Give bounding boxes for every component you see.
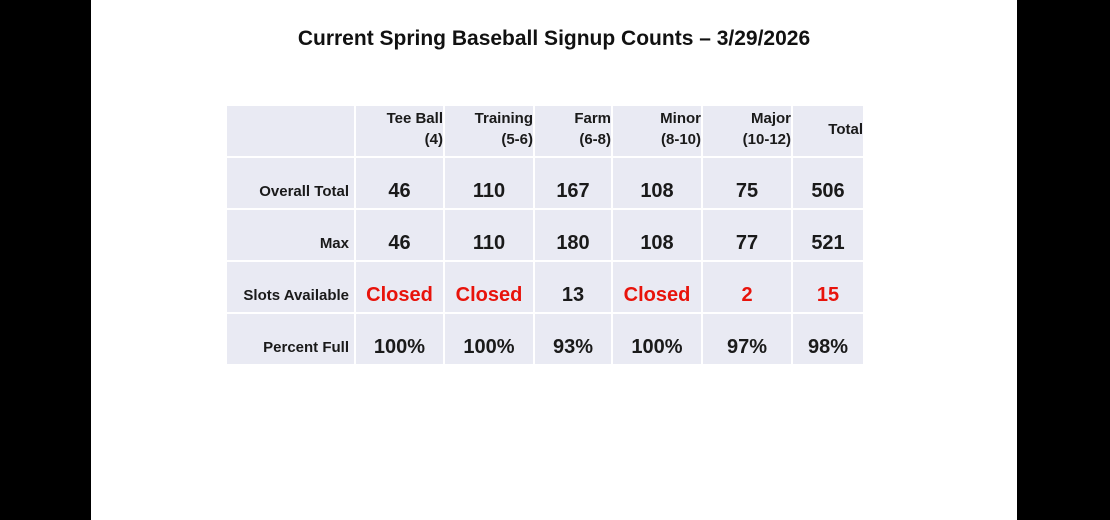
corner-cell [227, 106, 354, 156]
col-header-line2: (5-6) [501, 131, 533, 148]
max-training: 110 [445, 210, 533, 260]
col-header-major: Major (10-12) [703, 106, 791, 156]
col-header-line2: (4) [424, 131, 443, 148]
col-header-training: Training (5-6) [445, 106, 533, 156]
col-header-tee-ball: Tee Ball (4) [356, 106, 443, 156]
row-label-slots-available: Slots Available [227, 262, 354, 312]
col-header-line2: Total [828, 120, 863, 138]
overall-total-minor: 108 [613, 158, 701, 208]
row-label-max: Max [227, 210, 354, 260]
slide-background: Current Spring Baseball Signup Counts – … [91, 0, 1017, 520]
overall-total-farm: 167 [535, 158, 611, 208]
slots-available-training: Closed [445, 262, 533, 312]
max-total: 521 [793, 210, 863, 260]
signup-counts-table: Tee Ball (4) Training (5-6) Farm (6-8) M… [227, 106, 863, 364]
slots-available-tee-ball: Closed [356, 262, 443, 312]
col-header-line1: Training [474, 110, 533, 127]
col-header-line1: Minor [660, 110, 701, 127]
col-header-line2: (10-12) [742, 131, 791, 148]
row-label-percent-full: Percent Full [227, 314, 354, 364]
percent-full-minor: 100% [613, 314, 701, 364]
col-header-total: Total [793, 106, 863, 156]
max-tee-ball: 46 [356, 210, 443, 260]
col-header-line1: Major [750, 110, 791, 127]
percent-full-training: 100% [445, 314, 533, 364]
percent-full-total: 98% [793, 314, 863, 364]
col-header-line1: Tee Ball [386, 110, 443, 127]
page-title: Current Spring Baseball Signup Counts – … [297, 27, 811, 50]
row-label-overall-total: Overall Total [227, 158, 354, 208]
overall-total-tee-ball: 46 [356, 158, 443, 208]
col-header-line1: Farm [574, 110, 611, 127]
slots-available-total: 15 [793, 262, 863, 312]
slots-available-major: 2 [703, 262, 791, 312]
max-farm: 180 [535, 210, 611, 260]
percent-full-major: 97% [703, 314, 791, 364]
overall-total-major: 75 [703, 158, 791, 208]
col-header-minor: Minor (8-10) [613, 106, 701, 156]
slots-available-minor: Closed [613, 262, 701, 312]
col-header-farm: Farm (6-8) [535, 106, 611, 156]
overall-total-training: 110 [445, 158, 533, 208]
slots-available-farm: 13 [535, 262, 611, 312]
overall-total-total: 506 [793, 158, 863, 208]
max-major: 77 [703, 210, 791, 260]
percent-full-farm: 93% [535, 314, 611, 364]
col-header-line2: (8-10) [660, 131, 701, 148]
max-minor: 108 [613, 210, 701, 260]
col-header-line2: (6-8) [579, 131, 611, 148]
percent-full-tee-ball: 100% [356, 314, 443, 364]
